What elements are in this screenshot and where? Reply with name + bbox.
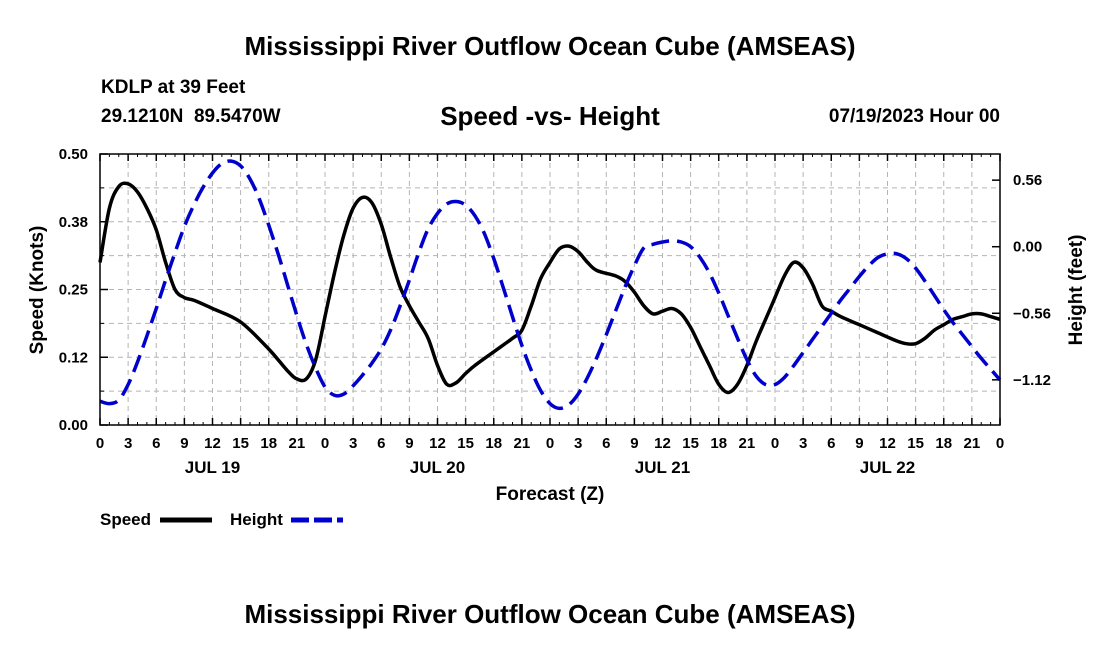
x-tick-label: 0 [771, 435, 779, 452]
x-tick-label: 21 [964, 435, 981, 452]
x-tick-label: 3 [799, 435, 807, 452]
y-tick-label-right: −0.56 [1013, 305, 1051, 322]
x-tick-label: 0 [546, 435, 554, 452]
station-label: KDLP at 39 Feet [101, 77, 246, 98]
chart-subtitle: Speed -vs- Height [440, 101, 660, 131]
x-tick-label: 18 [710, 435, 727, 452]
x-tick-label: 6 [827, 435, 835, 452]
x-tick-label: 15 [682, 435, 699, 452]
x-tick-label: 18 [935, 435, 952, 452]
y-tick-label-right: −1.12 [1013, 372, 1051, 389]
y-tick-label-right: 0.56 [1013, 172, 1042, 189]
y-axis-label-left: Speed (Knots) [27, 226, 48, 355]
x-tick-label: 9 [630, 435, 638, 452]
x-tick-label: 21 [289, 435, 306, 452]
legend: Speed Height [100, 510, 343, 529]
day-label: JUL 20 [410, 458, 465, 477]
x-tick-label: 6 [152, 435, 160, 452]
x-axis-label: Forecast (Z) [496, 484, 605, 505]
chart-title: Mississippi River Outflow Ocean Cube (AM… [244, 31, 856, 61]
x-tick-label: 12 [654, 435, 671, 452]
x-tick-label: 6 [602, 435, 610, 452]
x-tick-label: 21 [739, 435, 756, 452]
y-tick-label-left: 0.12 [59, 349, 88, 366]
x-tick-label: 18 [485, 435, 502, 452]
y-tick-label-left: 0.50 [59, 146, 88, 163]
x-tick-label: 6 [377, 435, 385, 452]
x-tick-label: 3 [349, 435, 357, 452]
x-tick-label: 15 [457, 435, 474, 452]
x-tick-label: 21 [514, 435, 531, 452]
grid [100, 154, 1000, 425]
y-tick-label-right: 0.00 [1013, 239, 1042, 256]
x-tick-label: 15 [232, 435, 249, 452]
forecast-datetime: 07/19/2023 Hour 00 [828, 106, 1000, 127]
x-tick-label: 12 [204, 435, 221, 452]
y-axis-label-right: Height (feet) [1066, 235, 1087, 346]
x-tick-label: 12 [879, 435, 896, 452]
x-tick-label: 18 [260, 435, 277, 452]
y-tick-label-left: 0.00 [59, 417, 88, 434]
series-line-height [99, 159, 1002, 411]
y-tick-label-left: 0.38 [59, 214, 88, 231]
legend-height-label: Height [230, 510, 283, 529]
x-tick-label: 9 [180, 435, 188, 452]
coordinates-label: 29.1210N 89.5470W [101, 106, 281, 127]
x-tick-label: 12 [429, 435, 446, 452]
series-layer [98, 159, 1002, 411]
legend-speed-label: Speed [100, 510, 151, 529]
day-label: JUL 19 [185, 458, 240, 477]
x-tick-label: 0 [96, 435, 104, 452]
day-label: JUL 22 [860, 458, 915, 477]
day-label: JUL 21 [635, 458, 690, 477]
x-tick-label: 0 [996, 435, 1004, 452]
x-tick-label: 3 [124, 435, 132, 452]
x-tick-label: 0 [321, 435, 329, 452]
x-tick-label: 9 [405, 435, 413, 452]
x-tick-label: 15 [907, 435, 924, 452]
footer-title: Mississippi River Outflow Ocean Cube (AM… [244, 599, 856, 629]
series-line-speed [98, 181, 1001, 395]
y-tick-label-left: 0.25 [59, 282, 88, 299]
x-tick-label: 9 [855, 435, 863, 452]
x-tick-label: 3 [574, 435, 582, 452]
axis-ticks: 0 3 6 9 12 15 18 21 0 3 6 9 12 15 18 21 0 3 6 9 12 15 18 21 0 3 6 9… [59, 146, 1051, 477]
